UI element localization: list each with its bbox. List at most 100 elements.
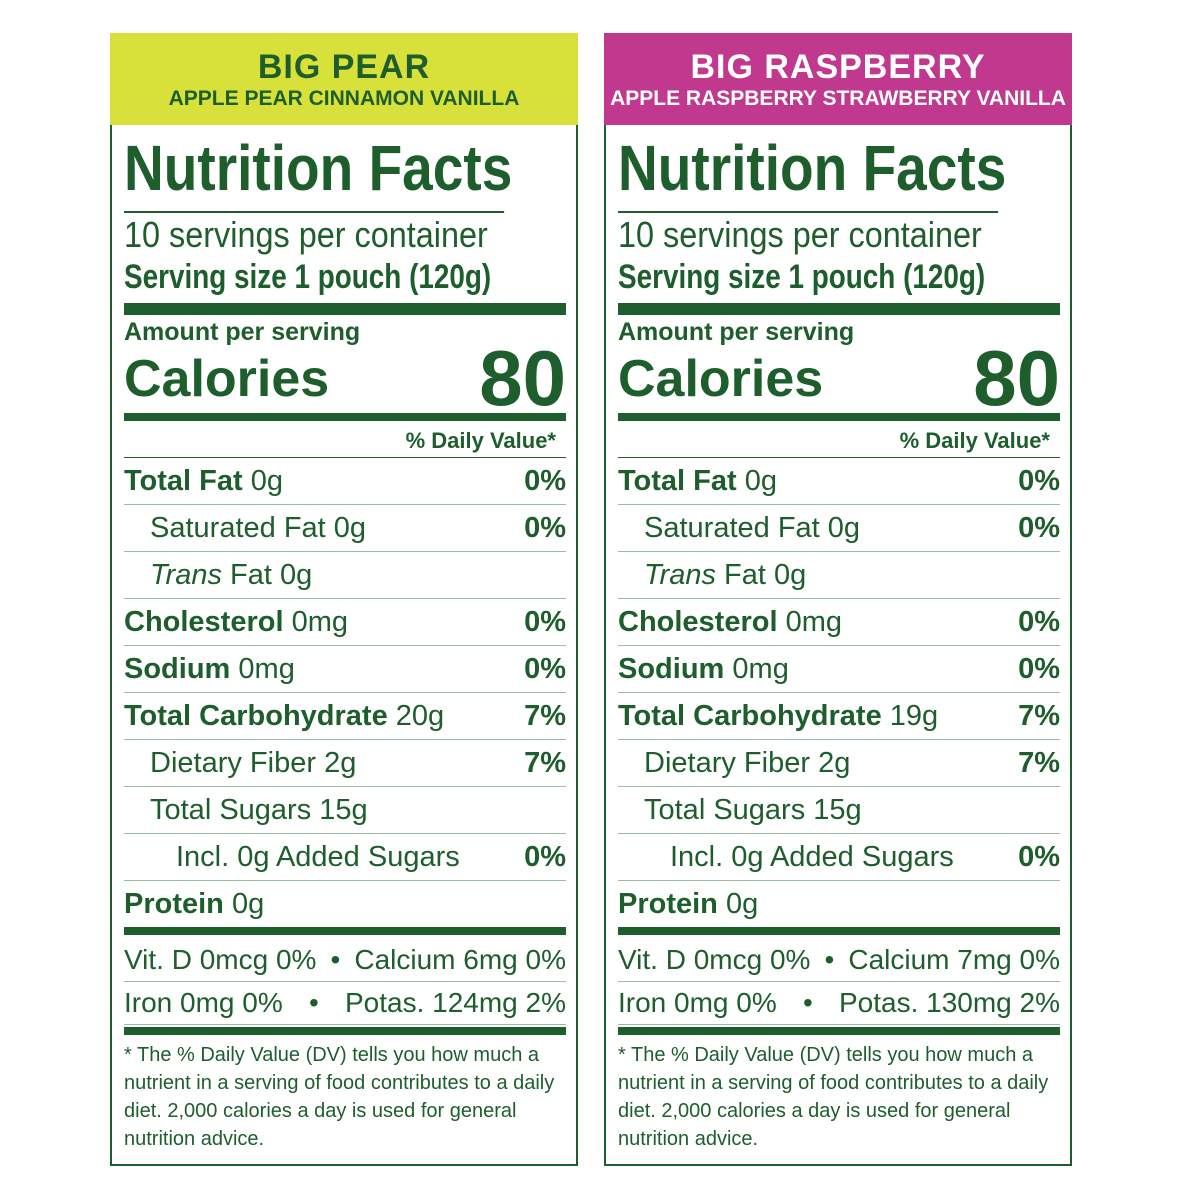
nutrient-amount: 0mg xyxy=(732,652,789,685)
nutrient-text: Saturated Fat 0g xyxy=(150,512,366,545)
nutrient-text: Protein 0g xyxy=(124,888,264,921)
nutrient-amount: 0mg xyxy=(291,605,349,638)
nutrient-row: Total Fat 0g 0% xyxy=(124,458,566,505)
nutrient-row: Sodium 0mg 0% xyxy=(618,646,1060,693)
divider xyxy=(618,927,1060,935)
nutrient-name: Total Carbohydrate xyxy=(618,699,882,732)
heading: Nutrition Facts xyxy=(618,125,1006,213)
nutrient-name: Trans xyxy=(644,558,716,591)
divider xyxy=(618,413,1060,421)
mineral-row: Vit. D 0mcg 0% • Calcium 6mg 0% xyxy=(124,939,566,982)
nutrient-name: Protein xyxy=(124,887,224,920)
nutrient-text: Total Carbohydrate 19g xyxy=(618,700,938,733)
bullet: • xyxy=(824,944,835,975)
nutrient-amount: 0mg xyxy=(785,605,843,638)
nutrient-amount: Fat 0g xyxy=(724,558,807,591)
daily-value: 7% xyxy=(524,699,566,732)
nutrient-row: Total Sugars 15g xyxy=(124,787,566,834)
mineral-row: Vit. D 0mcg 0% • Calcium 7mg 0% xyxy=(618,939,1060,982)
calories-value: 80 xyxy=(479,334,566,422)
nutrient-text: Incl. 0g Added Sugars xyxy=(176,841,460,874)
nutrient-row: Dietary Fiber 2g 7% xyxy=(618,740,1060,787)
label-body: Nutrition Facts 10 servings per container… xyxy=(606,125,1070,1153)
calories-label: Calories xyxy=(124,350,330,408)
divider xyxy=(618,1027,1060,1035)
product-title: BIG RASPBERRY xyxy=(690,47,986,86)
nutrient-name: Saturated Fat xyxy=(150,511,326,544)
nutrient-row: Total Fat 0g 0% xyxy=(618,458,1060,505)
nutrient-amount: 0g xyxy=(231,887,265,920)
nutrient-row: Protein 0g xyxy=(124,881,566,927)
nutrient-name: Total Sugars xyxy=(150,793,312,826)
mineral: Vit. D 0mcg 0% xyxy=(124,944,317,975)
daily-value: 7% xyxy=(1018,699,1060,732)
mineral-row: Iron 0mg 0% • Potas. 124mg 2% xyxy=(124,982,566,1025)
daily-value: 7% xyxy=(1018,746,1060,779)
dv-header: % Daily Value* xyxy=(124,425,566,458)
nutrient-row: Cholesterol 0mg 0% xyxy=(124,599,566,646)
calories-row: Calories 80 xyxy=(124,334,566,422)
mineral-row: Iron 0mg 0% • Potas. 130mg 2% xyxy=(618,982,1060,1025)
bullet: • xyxy=(802,987,813,1018)
nutrient-text: Cholesterol 0mg xyxy=(618,606,842,639)
nutrient-row: Saturated Fat 0g 0% xyxy=(124,505,566,552)
divider xyxy=(124,413,566,421)
nutrient-amount: 0g xyxy=(827,511,861,544)
nutrient-row: Incl. 0g Added Sugars 0% xyxy=(618,834,1060,881)
nutrient-row: Dietary Fiber 2g 7% xyxy=(124,740,566,787)
nutrient-text: Total Sugars 15g xyxy=(644,794,862,827)
nutrient-text: Saturated Fat 0g xyxy=(644,512,860,545)
product-subtitle: APPLE RASPBERRY STRAWBERRY VANILLA xyxy=(610,86,1066,110)
nutrient-row: Total Carbohydrate 20g 7% xyxy=(124,693,566,740)
nutrient-amount: 2g xyxy=(818,746,851,779)
mineral: Iron 0mg 0% xyxy=(124,987,283,1018)
panel-header: BIG PEAR APPLE PEAR CINNAMON VANILLA xyxy=(110,33,578,125)
nutrient-amount: 15g xyxy=(319,793,368,826)
daily-value: 0% xyxy=(1018,652,1060,685)
mineral: Vit. D 0mcg 0% xyxy=(618,944,811,975)
servings: 10 servings per container xyxy=(618,214,982,255)
nutrient-name: Total Fat xyxy=(618,464,737,497)
nutrient-text: Total Fat 0g xyxy=(124,465,283,498)
product-title: BIG PEAR xyxy=(257,47,431,86)
bullet: • xyxy=(330,944,341,975)
nutrient-text: Trans Fat 0g xyxy=(644,559,806,592)
nutrient-name: Incl. 0g Added Sugars xyxy=(670,840,954,873)
divider xyxy=(124,1027,566,1035)
panel-header: BIG RASPBERRY APPLE RASPBERRY STRAWBERRY … xyxy=(604,33,1072,125)
nutrient-text: Sodium 0mg xyxy=(124,653,295,686)
nutrient-amount: 0g xyxy=(333,511,367,544)
nutrient-amount: 20g xyxy=(395,699,445,732)
mineral: Potas. 130mg 2% xyxy=(838,987,1060,1018)
divider xyxy=(124,303,566,315)
nutrient-text: Trans Fat 0g xyxy=(150,559,312,592)
daily-value: 0% xyxy=(1018,840,1060,873)
nutrient-amount: 15g xyxy=(813,793,862,826)
nutrient-name: Total Carbohydrate xyxy=(124,699,388,732)
daily-value: 0% xyxy=(524,652,566,685)
calories-row: Calories 80 xyxy=(618,339,1060,417)
nutrient-text: Protein 0g xyxy=(618,888,758,921)
nutrient-row: Sodium 0mg 0% xyxy=(124,646,566,693)
nutrient-text: Cholesterol 0mg xyxy=(124,606,348,639)
divider xyxy=(618,303,1060,315)
daily-value: 0% xyxy=(1018,605,1060,638)
dv-header: % Daily Value* xyxy=(618,425,1060,458)
calories-label: Calories xyxy=(618,350,824,408)
nutrient-row: Protein 0g xyxy=(618,881,1060,927)
nutrition-panel: BIG RASPBERRY APPLE RASPBERRY STRAWBERRY … xyxy=(604,33,1072,1166)
daily-value: 7% xyxy=(524,746,566,779)
bullet: • xyxy=(308,987,319,1018)
nutrition-panel: BIG PEAR APPLE PEAR CINNAMON VANILLA Nutri… xyxy=(110,33,578,1166)
nutrient-amount: 0g xyxy=(725,887,759,920)
nutrient-amount: Fat 0g xyxy=(230,558,313,591)
nutrient-name: Cholesterol xyxy=(618,605,778,638)
mineral: Potas. 124mg 2% xyxy=(344,987,566,1018)
heading: Nutrition Facts xyxy=(124,125,512,213)
nutrient-text: Total Fat 0g xyxy=(618,465,777,498)
nutrient-amount: 0g xyxy=(250,464,284,497)
nutrient-name: Sodium xyxy=(124,652,231,685)
nutrient-row: Trans Fat 0g xyxy=(124,552,566,599)
daily-value: 0% xyxy=(524,605,566,638)
